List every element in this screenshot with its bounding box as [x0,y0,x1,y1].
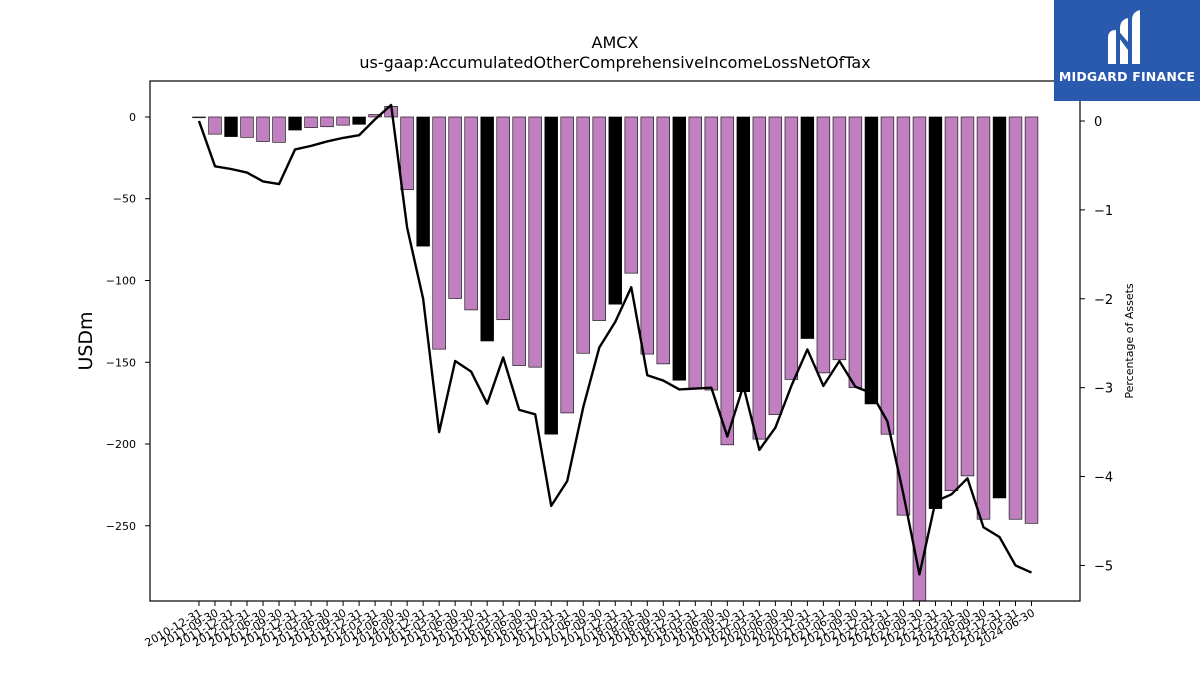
bar-9 [336,116,350,126]
y2-axis-label: Percentage of Assets [1123,283,1136,399]
y2-tick-label-0: 0 [1094,115,1102,130]
line-layer [197,103,1033,576]
x-axis: 2010-12-312011-09-302011-12-312012-03-31… [143,601,1037,650]
bar-10 [352,116,366,125]
bar-16 [448,116,462,299]
bar-5 [272,116,286,143]
bar-43 [880,116,895,435]
bar-27 [624,116,638,274]
bar-20 [512,116,526,366]
brand-logo: MIDGARD FINANCE [1054,0,1200,101]
bar-31 [688,116,703,390]
y-tick-label-4: −200 [106,438,136,451]
bar-42 [864,116,879,405]
bar-30 [672,116,687,381]
bar-3 [240,116,254,138]
y2-tick-label-4: −4 [1094,471,1113,486]
y-tick-label-5: −250 [106,520,136,533]
bar-23 [560,116,574,414]
bar-18 [480,116,494,342]
bar-24 [576,116,590,354]
y2-tick-label-2: −2 [1094,293,1113,308]
bar-38 [800,116,815,339]
y-axis-label: USDm [75,311,97,370]
bar-33 [720,116,735,446]
bar-7 [304,116,318,128]
y2-tick-label-5: −5 [1094,559,1113,574]
bar-47 [944,116,959,491]
bar-46 [928,116,943,509]
bar-34 [736,116,751,392]
bar-2 [224,116,238,137]
bar-group [192,106,1039,602]
bar-36 [768,116,783,415]
bar-29 [656,116,670,365]
bar-44 [896,116,911,516]
y-tick-label-1: −50 [113,193,136,206]
bar-51 [1008,116,1023,520]
bar-14 [416,116,430,247]
bar-11 [368,114,382,118]
y2-tick-label-1: −1 [1094,204,1113,219]
bar-4 [256,116,270,142]
bar-6 [288,116,302,131]
y-tick-label-3: −150 [106,356,136,369]
bar-26 [608,116,622,305]
y-axis-left: 0 −50 −100 −150 −200 −250 [106,111,150,533]
y-axis-right: 0 −1 −2 −3 −4 −5 [1080,115,1113,574]
bar-17 [464,116,478,311]
bar-32 [704,116,719,391]
chart-subtitle: us-gaap:AccumulatedOtherComprehensiveInc… [359,53,870,72]
pct-assets-line [197,103,1033,576]
y-tick-label-0: 0 [129,111,136,124]
bar-25 [592,116,606,321]
bar-19 [496,116,510,321]
bar-28 [640,116,654,355]
bar-48 [960,116,975,477]
bar-8 [320,116,334,128]
bar-49 [976,116,991,520]
bar-35 [752,116,767,440]
bar-37 [784,116,799,380]
bar-50 [992,116,1007,499]
y-tick-label-2: −100 [106,274,136,287]
brand-name: MIDGARD FINANCE [1058,69,1196,84]
midgard-m-icon [1108,10,1140,64]
bar-1 [208,116,222,135]
bar-45 [912,116,927,602]
bar-39 [816,116,831,374]
y2-tick-label-3: −3 [1094,382,1113,397]
bar-22 [544,116,558,435]
bar-41 [848,116,863,388]
bar-52 [1024,116,1039,524]
chart-title: AMCX [592,33,639,52]
bar-15 [432,116,446,350]
bar-0 [192,116,206,119]
bar-13 [400,116,414,191]
bar-21 [528,116,542,368]
bar-40 [832,116,847,361]
